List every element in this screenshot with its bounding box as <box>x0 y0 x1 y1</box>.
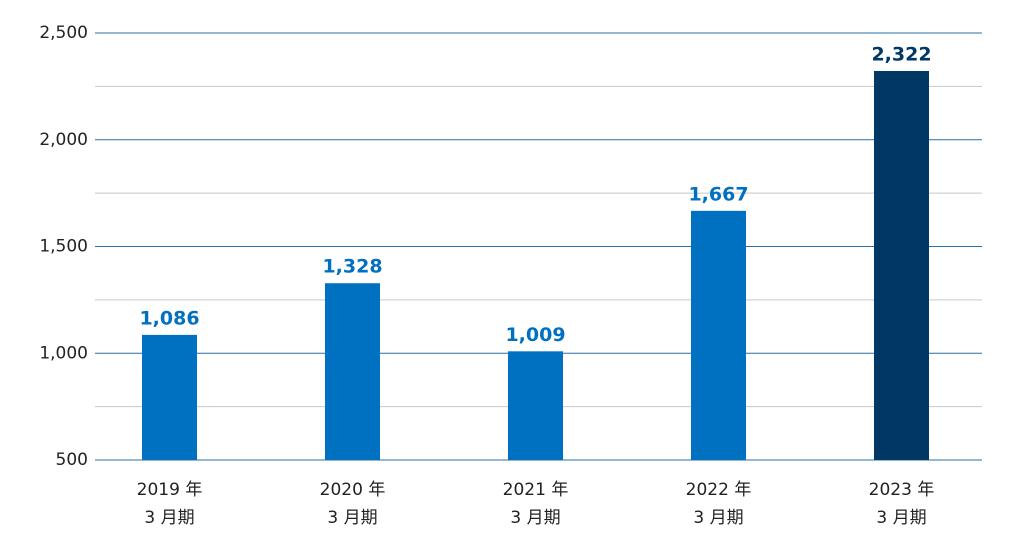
x-tick-label: 3 月期 <box>327 508 377 528</box>
bar <box>691 210 746 460</box>
y-tick-label: 1,500 <box>39 237 88 257</box>
bar <box>874 71 929 461</box>
y-tick-label: 2,000 <box>39 130 88 150</box>
x-tick-label: 3 月期 <box>144 508 194 528</box>
x-tick-label: 3 月期 <box>876 508 926 528</box>
x-tick-label: 2023 年 <box>869 480 935 500</box>
bar <box>325 283 380 460</box>
x-tick-label: 3 月期 <box>510 508 560 528</box>
x-tick-label: 2019 年 <box>137 480 203 500</box>
value-label: 1,328 <box>322 256 382 278</box>
x-tick-label: 2022 年 <box>686 480 752 500</box>
value-label: 1,009 <box>505 324 565 346</box>
x-tick-label: 3 月期 <box>693 508 743 528</box>
bar <box>142 334 197 460</box>
x-tick-label: 2020 年 <box>320 480 386 500</box>
value-label: 1,667 <box>688 183 748 205</box>
y-tick-label: 1,000 <box>39 343 88 363</box>
x-tick-label: 2021 年 <box>503 480 569 500</box>
y-tick-label: 500 <box>56 450 88 470</box>
value-label: 2,322 <box>871 44 931 66</box>
bar <box>508 351 563 460</box>
y-tick-label: 2,500 <box>39 23 88 43</box>
value-label: 1,086 <box>139 307 199 329</box>
